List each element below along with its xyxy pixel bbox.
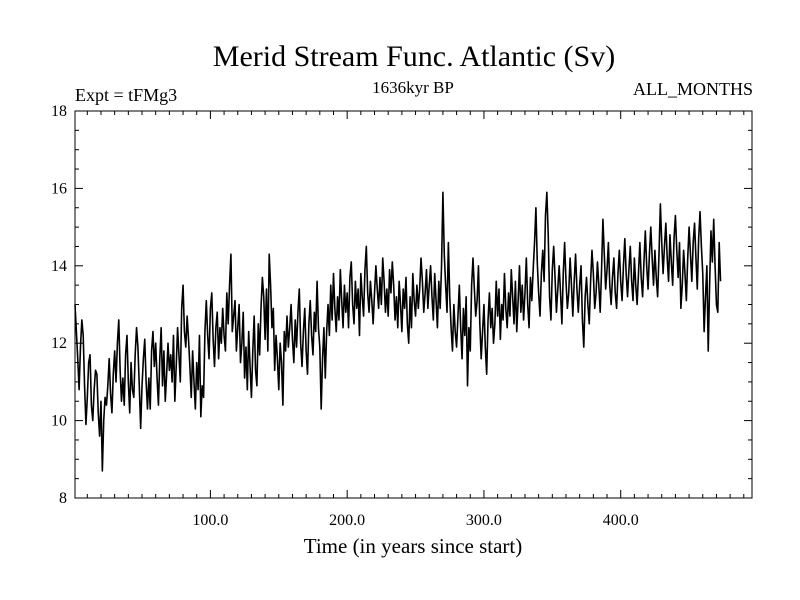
plot-frame [74, 110, 753, 499]
y-tick-label: 8 [59, 490, 67, 507]
months-label: ALL_MONTHS [633, 79, 753, 99]
x-tick-label: 100.0 [192, 512, 228, 529]
x-axis: 100.0 200.0 300.0 400.0 [86, 111, 745, 529]
y-tick-label: 16 [51, 180, 67, 197]
chart-title: Merid Stream Func. Atlantic (Sv) [213, 40, 615, 73]
period-label: 1636kyr BP [372, 78, 454, 97]
y-tick-label: 14 [51, 258, 67, 275]
x-tick-label: 300.0 [466, 512, 502, 529]
y-tick-label: 12 [51, 335, 67, 352]
y-tick-label: 18 [51, 103, 67, 120]
experiment-label: Expt = tFMg3 [75, 85, 177, 105]
y-axis: 8 10 12 14 16 18 [51, 103, 752, 507]
x-tick-label: 200.0 [329, 512, 365, 529]
series-line-amoc [74, 191, 722, 472]
x-axis-label: Time (in years since start) [304, 534, 523, 558]
y-tick-label: 10 [51, 413, 67, 430]
x-tick-label: 400.0 [603, 512, 639, 529]
